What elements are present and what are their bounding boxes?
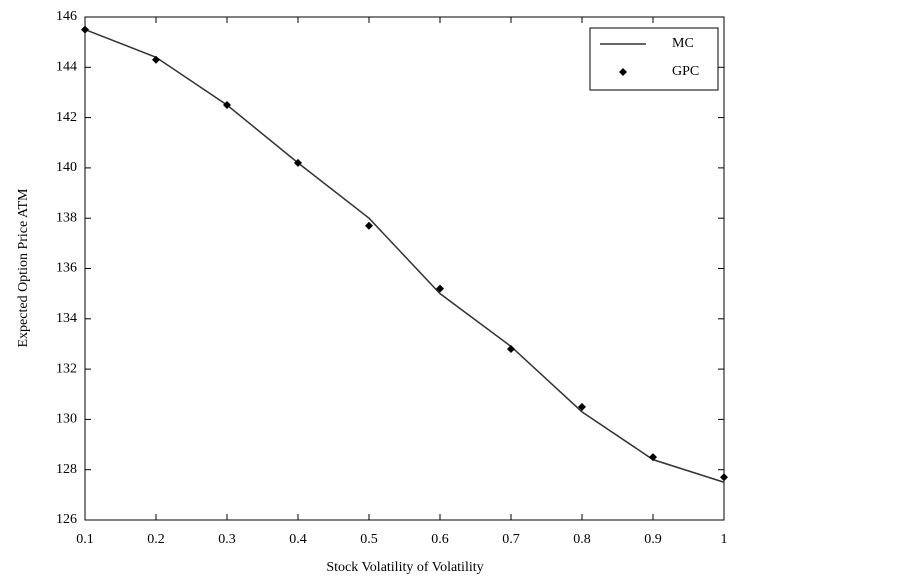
x-tick-label: 0.3 <box>218 532 236 547</box>
data-point <box>152 55 160 64</box>
x-axis-label: Stock Volatility of Volatility <box>326 560 483 575</box>
data-point <box>81 25 89 34</box>
legend-marker <box>619 68 627 76</box>
x-tick-label: 0.6 <box>431 532 449 547</box>
plot-frame <box>84 16 725 521</box>
data-point <box>649 453 657 462</box>
x-tick-label: 0.8 <box>573 532 591 547</box>
data-point <box>294 158 302 167</box>
y-tick-label: 140 <box>56 160 77 175</box>
y-tick-label: 126 <box>56 512 77 527</box>
x-tick-label: 0.9 <box>644 532 662 547</box>
legend-label: GPC <box>672 64 699 79</box>
x-tick-label: 0.7 <box>502 532 520 547</box>
x-tick-label: 0.2 <box>147 532 165 547</box>
data-point <box>365 221 373 230</box>
legend-box <box>589 27 719 91</box>
x-tick-label: 0.4 <box>289 532 307 547</box>
data-point <box>507 344 515 353</box>
y-tick-label: 134 <box>56 311 77 326</box>
y-tick-label: 146 <box>56 9 77 24</box>
y-tick-label: 138 <box>56 210 77 225</box>
y-tick-label: 142 <box>56 110 77 125</box>
data-point <box>720 473 728 482</box>
x-tick-label: 0.5 <box>360 532 378 547</box>
y-axis-label: Expected Option Price ATM <box>16 188 31 348</box>
data-point <box>578 402 586 411</box>
data-point <box>223 101 231 110</box>
x-tick-label: 1 <box>721 532 728 547</box>
legend-label: MC <box>672 36 694 51</box>
y-tick-label: 144 <box>56 60 77 75</box>
data-point <box>436 284 444 293</box>
y-tick-label: 132 <box>56 361 77 376</box>
y-tick-label: 136 <box>56 261 77 276</box>
y-tick-label: 130 <box>56 412 77 427</box>
series-line <box>84 28 725 483</box>
y-tick-label: 128 <box>56 462 77 477</box>
x-tick-label: 0.1 <box>76 532 94 547</box>
